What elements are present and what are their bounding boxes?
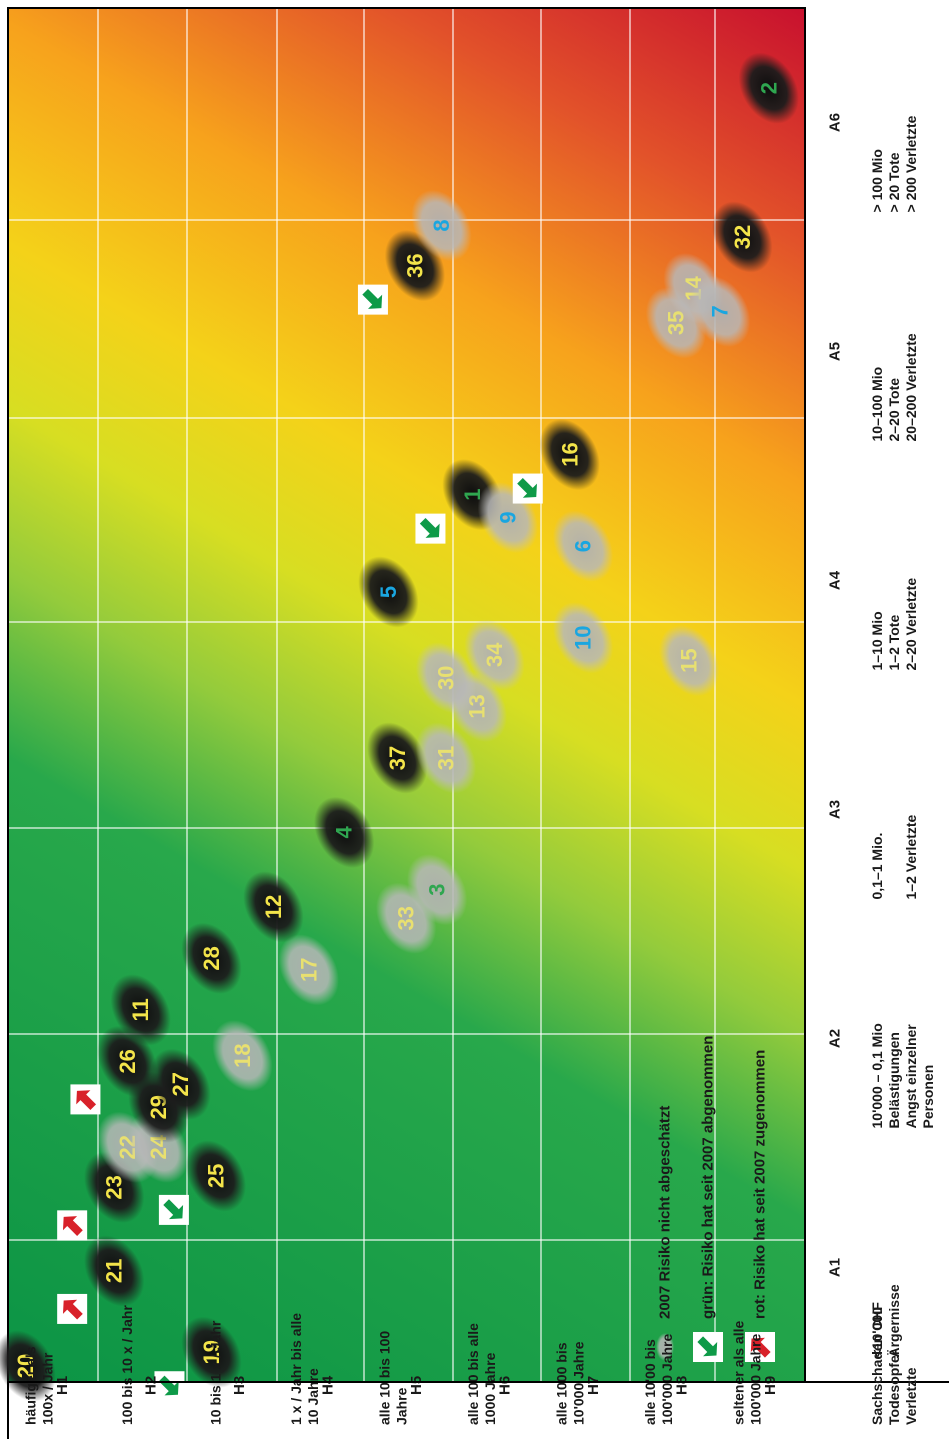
x-category-code: A4 [827,570,844,590]
risk-point-label: 2 [756,82,781,94]
y-category-label: häufiger als [22,1346,38,1425]
x-category-label: 1–10 Mio [869,611,885,670]
risk-point-label: 27 [168,1072,193,1096]
x-category-label: 20–200 Verletzte [903,333,919,441]
risk-point-label: 32 [730,225,755,249]
y-category-label: 1000 Jahre [482,1352,498,1425]
y-category-label: 100 bis 10 x / Jahr [119,1305,135,1425]
x-category-code: A3 [827,800,844,819]
green-trend-arrow [513,474,544,505]
green-trend-arrow [415,514,446,545]
risk-point-label: 4 [332,826,357,839]
x-category-label: Belästigungen [886,1032,902,1128]
y-category-label: seltener als alle [731,1320,747,1425]
risk-point-label: 7 [708,305,733,317]
x-category-label: 10'000 – 0,1 Mio [869,1023,885,1128]
risk-point-label: 21 [102,1259,127,1283]
legend-label: rot: Risiko hat seit 2007 zugenommen [752,1050,769,1319]
y-category-code: H7 [585,1376,602,1395]
x-category-code: A2 [827,1029,844,1048]
legend-label: 2007 Risiko nicht abgeschätzt [657,1106,674,1319]
y-category-label: alle 1000 bis [554,1342,570,1425]
risk-point-label: 36 [402,253,427,277]
red-trend-arrow [57,1293,88,1324]
y-category-code: H8 [674,1376,691,1395]
red-trend-arrow [70,1084,101,1115]
risk-point-label: 9 [495,511,520,523]
x-category-label: > 20 Tote [886,152,902,212]
y-category-code: H4 [319,1375,336,1395]
y-category-code: H2 [142,1376,159,1395]
risk-point-label: 18 [230,1043,255,1067]
y-category-label: 100'000 Jahre [748,1333,764,1425]
x-category-label: > 100 Mio [869,149,885,212]
risk-point-label: 37 [385,746,410,770]
x-category-label: Ärgernisse [886,1284,902,1357]
risk-point-label: 15 [677,648,702,672]
x-category-code: A1 [827,1258,844,1277]
risk-point-label: 11 [128,998,153,1021]
y-category-label: alle 10 bis 100 [377,1331,393,1425]
y-category-code: H9 [762,1376,779,1395]
risk-point-label: 6 [571,540,596,552]
y-category-label: 100'000 Jahre [659,1333,675,1425]
x-category-label: 1–2 Verletzte [903,814,919,899]
red-trend-arrow [57,1210,88,1241]
x-category-code: A5 [827,342,844,361]
risk-point-label: 28 [199,946,224,970]
risk-point-label: 26 [115,1049,140,1073]
risk-point-label: 33 [394,906,419,930]
x-axis-title: Sachschaden CHF [869,1302,885,1425]
green-trend-arrow [159,1195,190,1226]
risk-point-label: 8 [429,219,454,231]
risk-point-label: 31 [433,746,458,770]
y-category-label: 10 bis 1 x / Jahr [207,1320,223,1425]
x-category-label: 2–20 Tote [886,378,902,442]
y-category-code: H5 [408,1376,425,1395]
risk-point-label: 30 [433,666,458,690]
x-category-code: A6 [827,113,844,132]
y-category-label: 10'000 Jahre [571,1341,587,1425]
x-category-label: 2–20 Verletzte [903,578,919,671]
y-category-label: alle 100 bis alle [465,1323,481,1425]
y-category-label: 1 x / Jahr bis alle [288,1313,304,1425]
risk-point-label: 17 [296,958,321,982]
x-category-label: Angst einzelner [903,1024,919,1129]
risk-point-label: 16 [557,442,582,466]
y-category-code: H1 [54,1376,71,1395]
y-category-code: H6 [497,1376,514,1395]
legend-label: grün: Risiko hat seit 2007 abgenommen [700,1036,717,1319]
green-trend-arrow [358,285,389,316]
y-category-label: Jahre [394,1387,410,1425]
x-category-label: 0,1–1 Mio. [869,833,885,900]
y-category-label: 100x / Jahr [39,1352,55,1425]
risk-point-label: 34 [482,642,507,667]
y-category-code: H3 [231,1376,248,1395]
risk-point-label: 12 [261,895,286,919]
x-category-label: > 200 Verletzte [903,115,919,212]
x-category-label: 10–100 Mio [869,367,885,442]
x-axis-title: Verletzte [903,1367,919,1425]
risk-point-label: 5 [376,586,401,598]
x-axis-title: Todesopfer [886,1349,902,1425]
x-category-label: 1–2 Tote [886,615,902,671]
y-category-label: 10 Jahre [305,1368,321,1425]
green-trend-arrow [693,1332,724,1363]
x-category-label: Personen [920,1065,936,1129]
risk-point-label: 3 [425,884,450,896]
risk-point-label: 10 [571,626,596,650]
risk-point-label: 25 [203,1164,228,1188]
